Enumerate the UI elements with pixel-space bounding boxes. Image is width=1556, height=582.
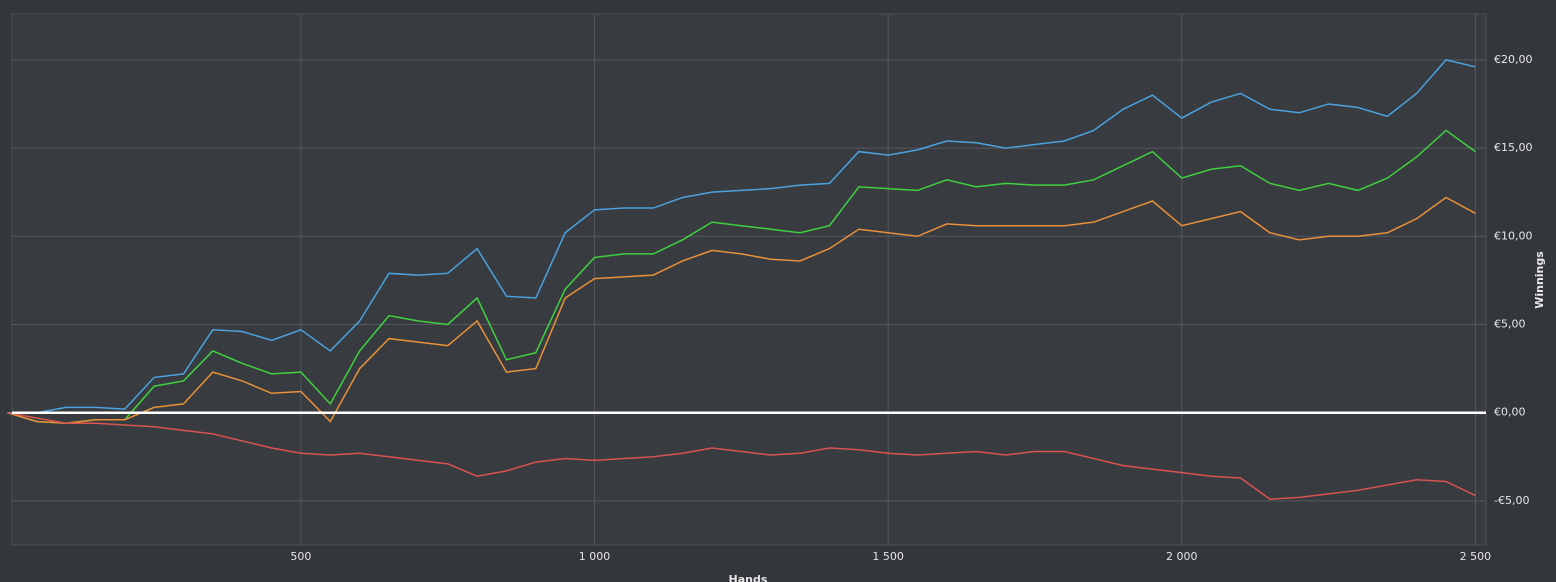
plot-area: [11, 13, 1487, 546]
y-tick-label: -€5,00: [1494, 494, 1529, 507]
y-axis-title: Winnings: [1533, 251, 1546, 309]
series-line: [7, 196, 1476, 425]
x-tick-label: 1 000: [579, 550, 611, 563]
x-tick-label: 2 000: [1166, 550, 1198, 563]
series-line: [7, 411, 1476, 500]
x-axis-title: Hands: [729, 573, 768, 582]
x-tick-label: 2 500: [1460, 550, 1492, 563]
x-tick-label: 500: [290, 550, 311, 563]
y-tick-label: €20,00: [1494, 53, 1533, 66]
series-line: [7, 59, 1476, 414]
y-tick-label: €10,00: [1494, 229, 1533, 242]
y-tick-label: €15,00: [1494, 141, 1533, 154]
y-tick-label: €5,00: [1494, 317, 1526, 330]
series-line: [7, 129, 1476, 425]
y-tick-label: €0,00: [1494, 406, 1526, 419]
x-tick-label: 1 500: [872, 550, 904, 563]
